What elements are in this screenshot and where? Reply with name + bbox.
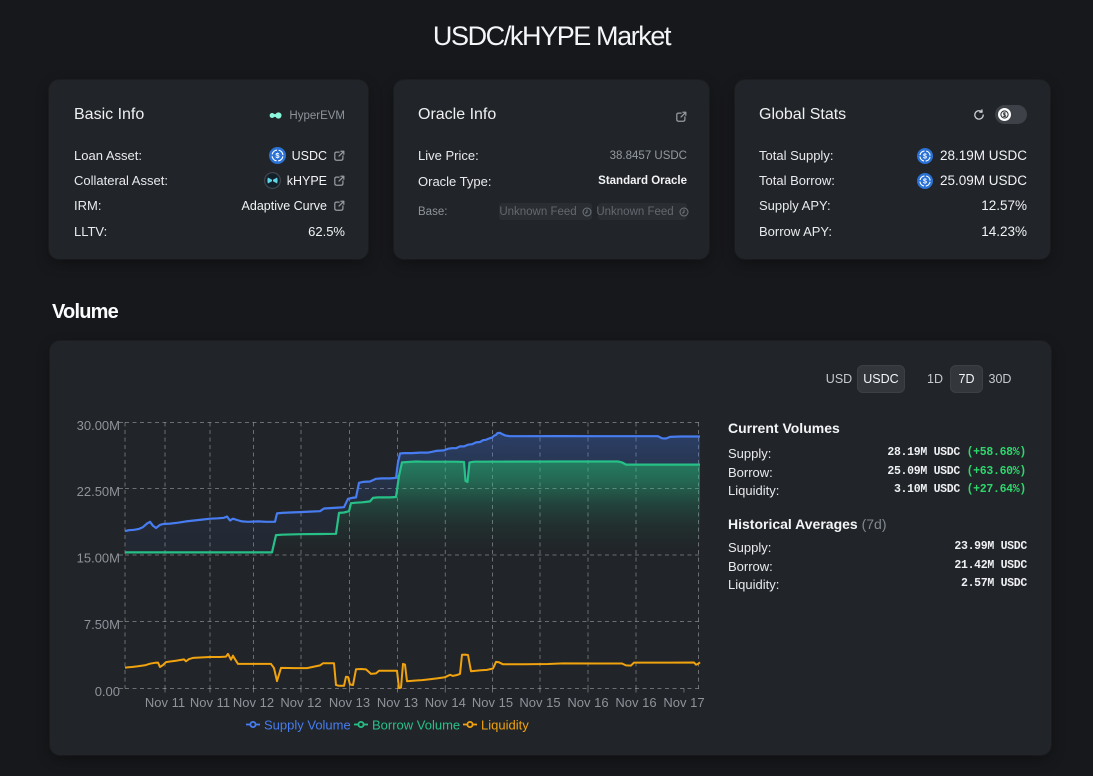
svg-text:Liquidity: Liquidity bbox=[481, 718, 529, 733]
svg-text:Nov 13: Nov 13 bbox=[329, 695, 370, 710]
svg-text:Nov 14: Nov 14 bbox=[425, 695, 466, 710]
svg-text:Nov 11: Nov 11 bbox=[145, 695, 185, 710]
svg-text:$: $ bbox=[923, 178, 927, 185]
svg-text:Borrow Volume: Borrow Volume bbox=[372, 718, 460, 733]
svg-text:$: $ bbox=[923, 153, 927, 160]
svg-text:Nov 11: Nov 11 bbox=[190, 695, 230, 710]
svg-text:Nov 15: Nov 15 bbox=[519, 695, 560, 710]
svg-text:7.50M: 7.50M bbox=[84, 617, 120, 632]
svg-text:Nov 12: Nov 12 bbox=[233, 695, 274, 710]
svg-text:30.00M: 30.00M bbox=[77, 418, 120, 433]
svg-text:Nov 16: Nov 16 bbox=[615, 695, 656, 710]
svg-text:Nov 12: Nov 12 bbox=[280, 695, 321, 710]
svg-text:Supply Volume: Supply Volume bbox=[264, 718, 351, 733]
svg-text:$: $ bbox=[275, 151, 280, 160]
svg-text:Nov 15: Nov 15 bbox=[472, 695, 513, 710]
svg-text:22.50M: 22.50M bbox=[77, 484, 120, 499]
svg-text:Nov 16: Nov 16 bbox=[567, 695, 608, 710]
svg-text:Nov 17: Nov 17 bbox=[663, 695, 704, 710]
svg-text:Nov 13: Nov 13 bbox=[377, 695, 418, 710]
svg-text:0.00: 0.00 bbox=[95, 684, 120, 699]
svg-text:15.00M: 15.00M bbox=[77, 551, 120, 566]
